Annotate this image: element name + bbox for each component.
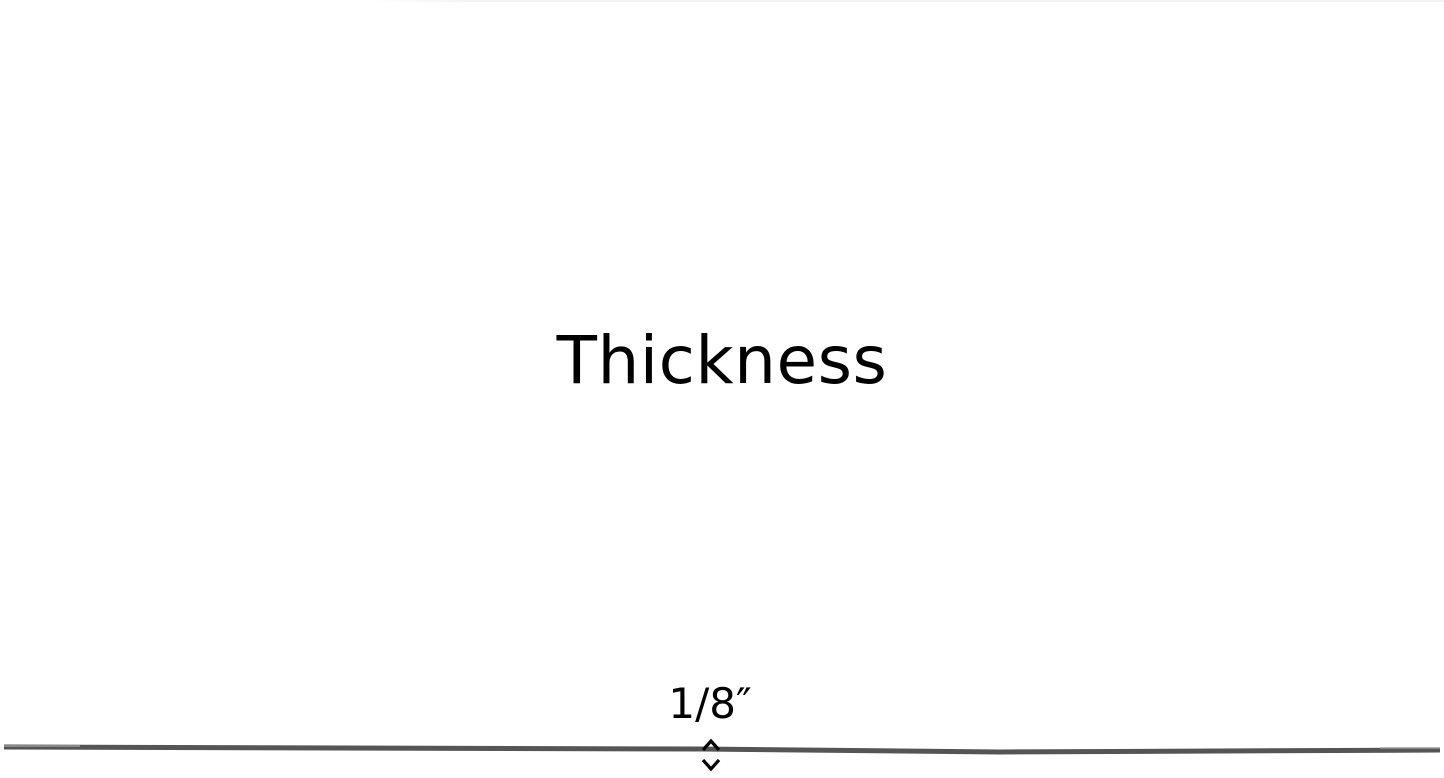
thickness-value-label: 1/8″ — [668, 679, 752, 728]
top-border-line — [370, 0, 1444, 2]
double-headed-vertical-arrow-icon — [701, 738, 721, 772]
thickness-title: Thickness — [556, 322, 888, 399]
sheet-edge-line — [3, 744, 1441, 755]
